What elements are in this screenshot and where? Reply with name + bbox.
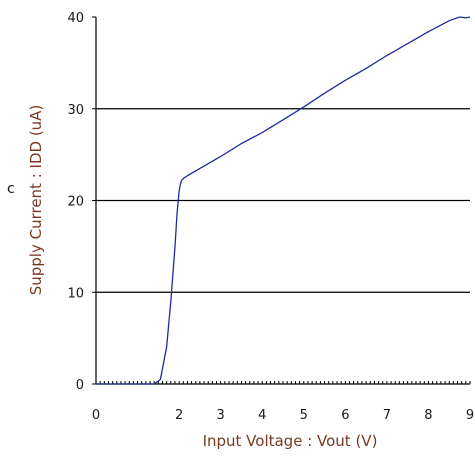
x-tick-label-9: 9	[466, 408, 474, 423]
x-tick-label-5: 5	[300, 408, 308, 423]
y-tick-label-40: 40	[67, 11, 84, 26]
y-tick-label-0: 0	[76, 378, 84, 393]
grid-lines	[96, 108, 470, 293]
stray-glyph: c	[7, 181, 15, 197]
y-tick-label-20: 20	[67, 195, 84, 210]
tick-labels: 0 10 20 30 40 0 2 3 4 5 6 7 8 9	[67, 11, 474, 423]
x-tick-label-2: 2	[175, 408, 183, 423]
x-axis-title: Input Voltage : Vout (V)	[203, 432, 378, 450]
x-tick-label-3: 3	[217, 408, 225, 423]
x-tick-label-6: 6	[341, 408, 349, 423]
series-line-supply-current	[96, 16, 471, 385]
y-axis-title: Supply Current : IDD (uA)	[27, 105, 45, 296]
x-tick-label-7: 7	[383, 408, 391, 423]
x-tick-label-0: 0	[92, 408, 100, 423]
x-tick-label-8: 8	[424, 408, 432, 423]
y-tick-label-30: 30	[67, 103, 84, 118]
y-tick-label-10: 10	[67, 286, 84, 301]
x-tick-label-4: 4	[258, 408, 266, 423]
